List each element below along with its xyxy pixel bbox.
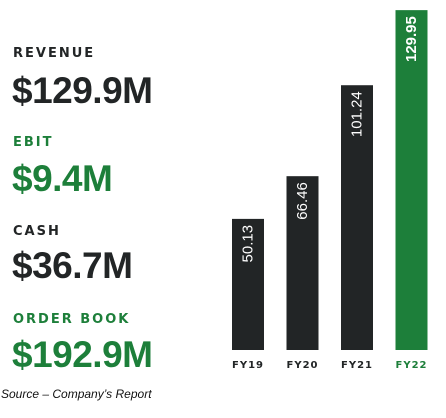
ebit-label: EBIT — [13, 135, 54, 150]
source-note: Source – Company’s Report — [1, 387, 152, 401]
bar-value-label-fy19: 50.13 — [240, 225, 257, 263]
bar-value-label-fy22: 129.95 — [403, 16, 420, 62]
bar-fy22 — [395, 10, 428, 351]
bar-fy19 — [232, 218, 264, 350]
ebit-value: $9.4M — [12, 158, 113, 199]
category-label-fy22: FY22 — [396, 360, 428, 371]
bar-value-label-fy20: 66.46 — [294, 182, 311, 220]
category-label-fy20: FY20 — [287, 360, 319, 371]
cash-value: $36.7M — [12, 245, 133, 286]
category-label-fy19: FY19 — [232, 360, 264, 371]
category-label-fy21: FY21 — [341, 360, 373, 371]
revenue-value: $129.9M — [12, 70, 153, 111]
bar-fy20 — [286, 176, 319, 350]
bar-fy21 — [341, 85, 373, 351]
revenue-label: REVENUE — [13, 46, 96, 61]
order-book-value: $192.9M — [12, 334, 153, 375]
order-book-label: ORDER BOOK — [13, 312, 131, 327]
bar-value-label-fy21: 101.24 — [349, 91, 366, 137]
cash-label: CASH — [13, 224, 61, 239]
